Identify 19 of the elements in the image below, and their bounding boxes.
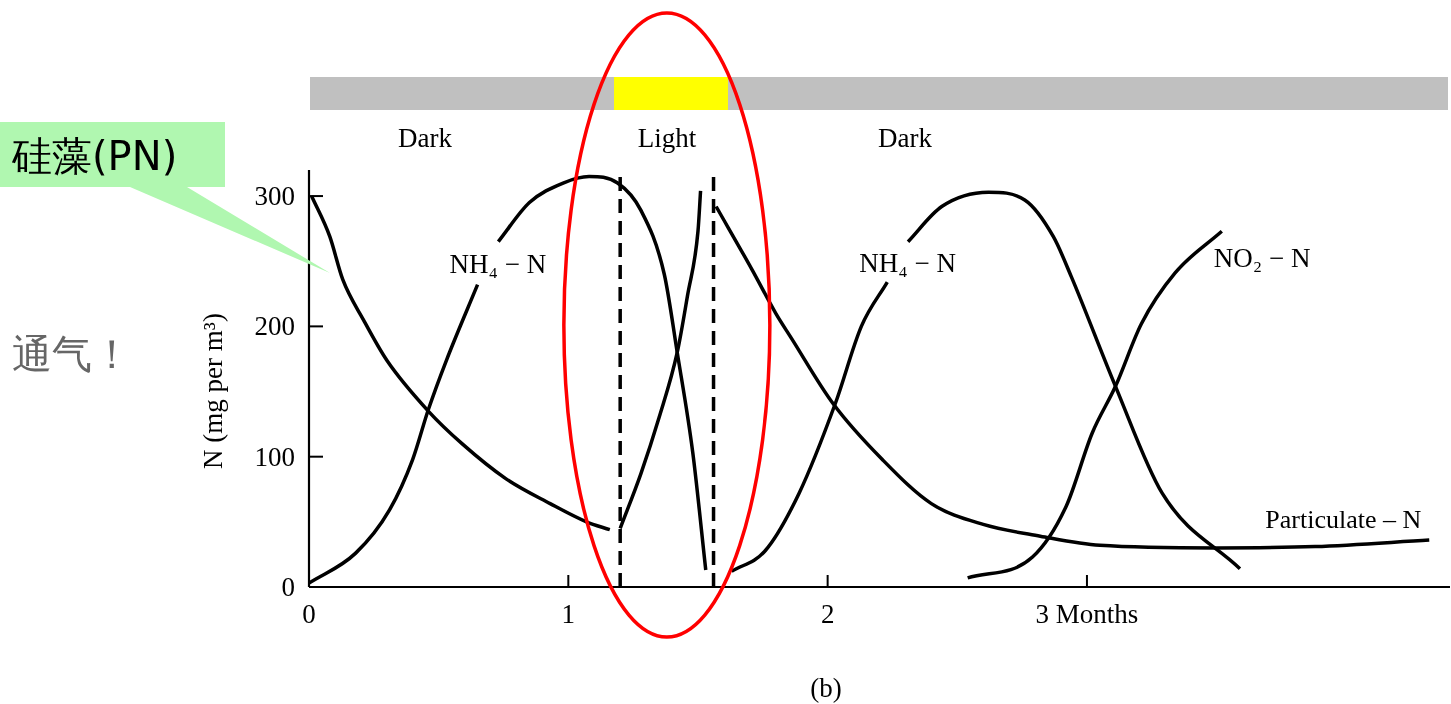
series-label: NO₂ − N	[1213, 243, 1311, 274]
text: 硅藻(PN)	[11, 133, 178, 179]
text: Dark	[398, 123, 453, 153]
x-tick-label: 3 Months	[1035, 599, 1139, 629]
text: 通气！	[12, 331, 132, 377]
y-tick-label: 300	[254, 181, 295, 212]
text: Dark	[878, 123, 933, 153]
y-axis-title: N (mg per m³)	[198, 313, 228, 469]
x-tick-label: 1	[561, 599, 576, 629]
x-tick-label: 0	[302, 599, 316, 629]
y-tick-label: 0	[281, 572, 295, 602]
text: (b)	[810, 673, 842, 703]
series-label: NH₄ − N	[859, 247, 956, 278]
series-label: NH₄ − N	[449, 249, 547, 280]
y-tick-label: 200	[254, 311, 295, 342]
text: Light	[637, 123, 697, 153]
y-tick-label: 100	[254, 441, 295, 472]
x-tick-label: 2	[820, 599, 835, 629]
series-label: Particulate – N	[1265, 505, 1422, 535]
